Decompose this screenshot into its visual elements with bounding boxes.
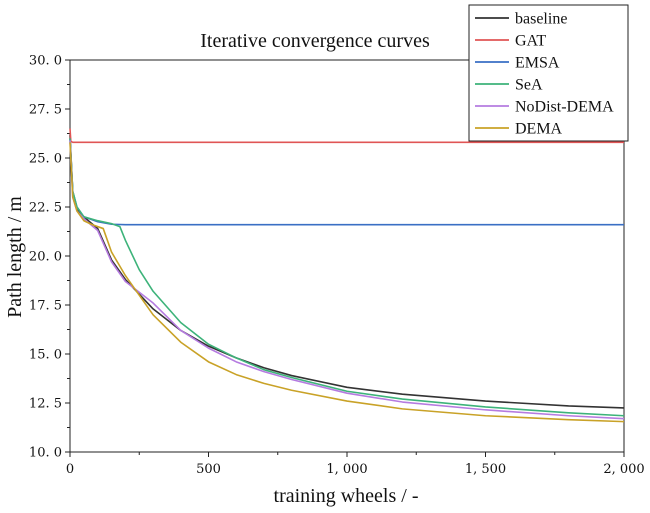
axis-tick-labels: 10. 0 12. 5 15. 0 17. 5 20. 0 22. 5 25. 0 27. 5… [29, 54, 645, 478]
y-tick-label: 12. 5 [29, 397, 62, 412]
x-tick-label: 2, 000 [603, 462, 644, 477]
chart-title: Iterative convergence curves [200, 30, 430, 52]
series-lines [69, 128, 625, 423]
y-tick-label: 30. 0 [29, 54, 62, 69]
legend-label-dema: DEMA [515, 121, 563, 138]
y-tick-label: 22. 5 [29, 201, 62, 216]
y-tick-label: 10. 0 [29, 446, 62, 461]
y-axis-title: Path length / m [4, 196, 26, 318]
legend-label-nodist-dema: NoDist-DEMA [515, 99, 614, 116]
series-line-baseline [69, 134, 625, 409]
x-tick-label: 1, 500 [465, 462, 506, 477]
legend-box [468, 4, 629, 142]
y-tick-label: 25. 0 [29, 152, 62, 167]
y-tick-label: 15. 0 [29, 348, 62, 363]
x-tick-label: 0 [66, 462, 74, 477]
legend-label-emsa: EMSA [515, 55, 560, 72]
legend: baseline GAT EMSA SeA NoDist-DEMA DEMA [468, 4, 629, 142]
series-line-dema [69, 142, 625, 423]
x-tick-label: 1, 000 [326, 462, 367, 477]
series-line-sea [69, 138, 625, 417]
y-tick-label: 17. 5 [29, 299, 62, 314]
legend-label-sea: SeA [515, 77, 543, 94]
x-axis-title: training wheels / - [274, 485, 419, 507]
series-line-nodist-dema [69, 140, 625, 420]
legend-label-gat: GAT [515, 33, 546, 50]
y-tick-label: 27. 5 [29, 103, 62, 118]
legend-label-baseline: baseline [515, 11, 567, 28]
axis-ticks [65, 59, 625, 457]
x-tick-label: 500 [196, 462, 221, 477]
series-line-emsa [69, 138, 624, 226]
y-tick-label: 20. 0 [29, 250, 62, 265]
